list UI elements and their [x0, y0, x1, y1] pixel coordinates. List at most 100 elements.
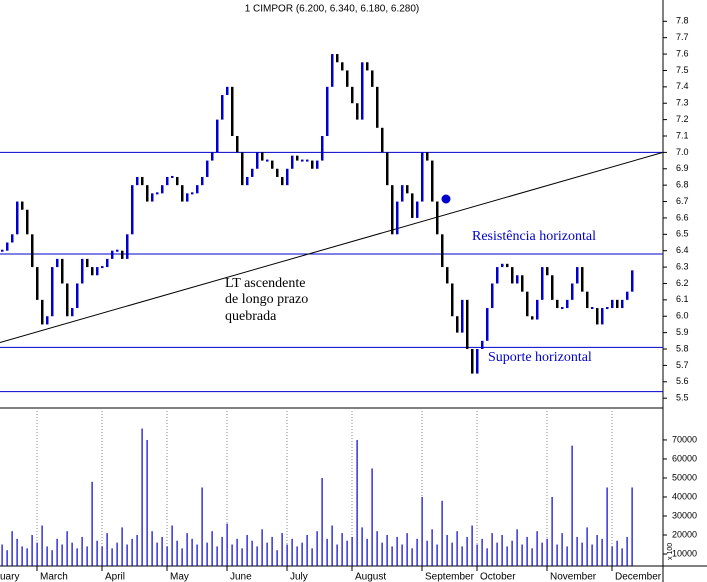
y2-tick-label: 70000	[672, 434, 697, 444]
price-bar	[376, 86, 379, 128]
volume-bar	[456, 531, 458, 566]
y-tick-label: 5.9	[676, 327, 689, 337]
volume-bar	[86, 546, 88, 566]
price-bar	[581, 267, 584, 292]
volume-bar	[171, 525, 173, 566]
price-bar	[281, 176, 284, 186]
price-bar	[426, 152, 429, 161]
price-bar	[231, 86, 234, 136]
volume-bar	[306, 535, 308, 566]
price-bar	[546, 267, 549, 276]
price-bar	[606, 307, 609, 310]
volume-bar	[326, 538, 328, 566]
y2-tick-label: 60000	[672, 453, 697, 463]
volume-bar	[616, 540, 618, 566]
annotation: quebrada	[225, 309, 277, 324]
price-bar	[306, 159, 309, 162]
price-bar	[226, 86, 229, 96]
price-bar	[416, 201, 419, 218]
price-bar	[466, 299, 469, 350]
y-tick-label: 6.1	[676, 294, 689, 304]
annotation: de longo prazo	[225, 292, 308, 307]
volume-bar	[106, 533, 108, 566]
price-bar	[521, 275, 524, 292]
price-bar	[216, 119, 219, 153]
volume-bar	[281, 533, 283, 566]
x-tick-label: October	[480, 572, 516, 582]
price-bar	[66, 283, 69, 317]
volume-bar	[561, 533, 563, 566]
y-tick-label: 6.4	[676, 245, 689, 255]
volume-bar	[256, 546, 258, 566]
price-bar	[121, 250, 124, 259]
volume-bar	[461, 546, 463, 566]
volume-bar	[126, 544, 128, 566]
price-bar	[486, 308, 489, 341]
volume-bar	[176, 540, 178, 566]
volume-bar	[581, 542, 583, 566]
price-bar	[56, 258, 59, 268]
price-bar	[116, 249, 119, 252]
price-bar	[151, 193, 154, 202]
price-bar	[291, 155, 294, 169]
volume-bar	[276, 550, 278, 566]
volume-bar	[441, 500, 443, 566]
price-bar	[61, 258, 64, 284]
y-tick-label: 6.6	[676, 212, 689, 222]
volume-bar	[451, 542, 453, 566]
price-bar	[406, 185, 409, 194]
price-bar	[271, 160, 274, 169]
y-tick-label: 6.8	[676, 180, 689, 190]
price-bar	[526, 291, 529, 317]
price-bar	[266, 159, 269, 162]
price-bar	[81, 258, 84, 284]
price-bar	[166, 176, 169, 186]
price-bar	[541, 267, 544, 300]
volume-bar	[21, 546, 23, 566]
volume-bar	[486, 548, 488, 566]
y-tick-label: 6.9	[676, 163, 689, 173]
x-tick-label: uary	[0, 572, 19, 582]
volume-bar	[341, 533, 343, 566]
price-bar	[211, 152, 214, 161]
price-bar	[91, 267, 94, 276]
price-bar	[561, 307, 564, 310]
price-bar	[111, 250, 114, 259]
volume-bar	[516, 529, 518, 566]
x-tick-label: May	[170, 572, 189, 582]
price-bar	[511, 267, 514, 284]
volume-bar	[526, 536, 528, 566]
price-bar	[371, 70, 374, 87]
price-bar	[381, 127, 384, 153]
y2-tick-label: 30000	[672, 510, 697, 520]
y-tick-label: 6.7	[676, 196, 689, 206]
price-bar	[146, 185, 149, 202]
volume-bar	[311, 548, 313, 566]
price-bar	[461, 299, 464, 333]
price-bar	[26, 209, 29, 235]
volume-bar	[161, 536, 163, 566]
volume-bar	[151, 531, 153, 566]
volume-bar	[296, 546, 298, 566]
volume-bar	[56, 538, 58, 566]
price-bar	[471, 349, 474, 374]
price-bar	[71, 308, 74, 317]
volume-bar	[421, 496, 423, 566]
annotation: Suporte horizontal	[488, 350, 592, 365]
price-bar	[301, 159, 304, 162]
volume-bar	[356, 439, 358, 566]
volume-bar	[121, 527, 123, 566]
volume-bar	[596, 535, 598, 566]
price-bar	[571, 283, 574, 300]
price-bar	[506, 263, 509, 268]
price-bar	[361, 62, 364, 120]
y2-tick-label: 40000	[672, 491, 697, 501]
volume-bar	[426, 540, 428, 566]
volume-bar	[471, 525, 473, 566]
volume-bar	[271, 536, 273, 566]
price-bar	[171, 175, 174, 178]
volume-bar	[301, 542, 303, 566]
price-bar	[366, 62, 369, 71]
price-bar	[316, 160, 319, 169]
volume-bar	[476, 544, 478, 566]
